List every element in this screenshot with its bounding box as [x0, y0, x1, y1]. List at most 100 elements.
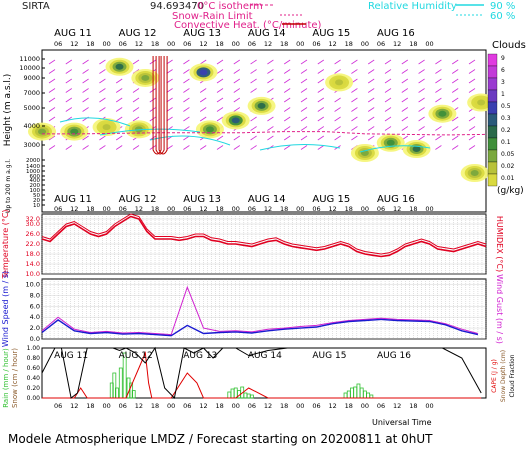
day-label: AUG 14: [248, 28, 286, 39]
wind-arrow: [216, 69, 224, 74]
hour-label: 06: [312, 40, 320, 48]
wind-arrow: [115, 88, 123, 93]
ytick-label: 18.0: [26, 250, 40, 258]
hour-label: 00: [102, 40, 110, 48]
hour-label: 06: [183, 205, 191, 213]
cloud-yticks: 1100010000900070005000400030002000140010…: [19, 55, 45, 209]
ytick-label: 8.0: [30, 291, 40, 299]
wind-arrow: [401, 107, 409, 112]
wind-arrow: [418, 69, 425, 74]
wind-arrow: [451, 97, 459, 103]
wind-yticks: 10.0 8.0 6.0 4.0 2.0 0.0: [26, 280, 486, 343]
wind-arrow: [65, 97, 73, 103]
day-label: AUG 12: [119, 351, 153, 361]
hour-label: 18: [86, 205, 94, 213]
wind-arrow: [48, 135, 56, 141]
hour-label: 18: [215, 40, 223, 48]
wind-arrow: [216, 107, 224, 112]
wind-arrow: [384, 126, 392, 131]
wind-arrow: [351, 126, 358, 131]
wind-arrow: [468, 145, 476, 150]
hour-label: 06: [377, 40, 385, 48]
wind-arrow: [435, 88, 442, 93]
wind-arrow: [216, 97, 224, 103]
wind-arrow: [334, 59, 341, 65]
wind-arrow: [267, 116, 274, 122]
hour-label: 12: [199, 205, 207, 213]
wind-arrow: [367, 126, 375, 131]
cloud-ytick-label: 11000: [19, 55, 40, 63]
hour-label: 00: [232, 205, 240, 213]
hour-label: 12: [393, 402, 401, 410]
temperature-yticks: 32.030.0 26.0 22.0 18.0 14.0 10.0: [26, 215, 486, 278]
wind-arrow: [384, 116, 392, 122]
precip-ytick-label: 0.40: [27, 375, 41, 382]
wind-arrow: [199, 116, 207, 122]
scale-label: 9: [501, 55, 505, 62]
hour-label: 06: [248, 402, 256, 410]
cloud-cell: [102, 124, 111, 131]
cloud-cell: [386, 139, 395, 146]
hour-label: 18: [151, 40, 159, 48]
wind-arrow: [233, 107, 241, 112]
wind-arrow: [367, 107, 375, 112]
precip-ytick-label: 0.80: [27, 355, 41, 362]
wind-arrow: [250, 135, 257, 141]
wind-arrow: [99, 69, 106, 74]
cloud-cell: [205, 126, 214, 133]
cloud-ytick-label: 10000: [19, 64, 40, 72]
wind-arrow: [48, 116, 56, 122]
convective-lines: [152, 56, 168, 155]
wind-arrow: [82, 78, 89, 84]
wind-arrow: [334, 107, 341, 112]
hour-label: 00: [425, 402, 433, 410]
wind-arrow: [317, 59, 325, 65]
ytick-label: 4.0: [30, 313, 40, 321]
temperature-ylabel: Temperature (°C): [1, 209, 10, 279]
day-label: AUG 11: [54, 28, 92, 39]
wind-arrow: [451, 69, 459, 74]
rain-bar: [249, 394, 254, 399]
wind-arrow: [435, 145, 442, 150]
wind-arrow: [216, 135, 224, 141]
wind-arrow: [166, 59, 173, 65]
wind-arrow: [435, 97, 442, 103]
rain-ylabel: Rain (mm / hour): [2, 348, 10, 408]
hour-label: 12: [393, 205, 401, 213]
hour-label: 06: [119, 205, 127, 213]
wind-arrow: [283, 135, 291, 141]
wind-arrow: [233, 97, 241, 103]
ytick-label: 0.0: [30, 335, 40, 343]
wind-arrow: [317, 116, 325, 122]
wind-arrow: [199, 107, 207, 112]
ytick-label: 6.0: [30, 302, 40, 310]
wind-arrow: [250, 59, 257, 65]
wind-arrow: [48, 107, 56, 112]
wind-arrow: [48, 69, 56, 74]
cloud-cell: [477, 99, 486, 106]
cloud-ytick-label: 400: [30, 178, 41, 184]
wind-arrow: [384, 107, 392, 112]
wind-arrow: [216, 116, 224, 122]
hour-label: 00: [425, 40, 433, 48]
precipitation-panel: 1.000.800.600.400.200.00 AUG 11 AUG 12 AUG…: [2, 345, 516, 410]
hour-label: 06: [183, 40, 191, 48]
wind-arrow: [367, 97, 375, 103]
wind-arrow: [233, 59, 241, 65]
wind-arrow: [267, 69, 274, 74]
hour-label: 00: [361, 40, 369, 48]
wind-arrow: [132, 97, 140, 103]
wind-arrow: [435, 135, 442, 141]
wind-arrow: [267, 135, 274, 141]
hour-label: 00: [361, 402, 369, 410]
wind-arrow: [65, 145, 73, 150]
wind-arrow: [115, 135, 123, 141]
hour-label: 12: [135, 205, 143, 213]
wind-arrow: [216, 88, 224, 93]
hour-label: 18: [215, 205, 223, 213]
rain-bar: [131, 390, 136, 399]
wind-arrow: [65, 69, 73, 74]
day-label: AUG 16: [377, 28, 415, 39]
cloud-cell: [412, 146, 421, 152]
wind-arrow: [115, 97, 123, 103]
